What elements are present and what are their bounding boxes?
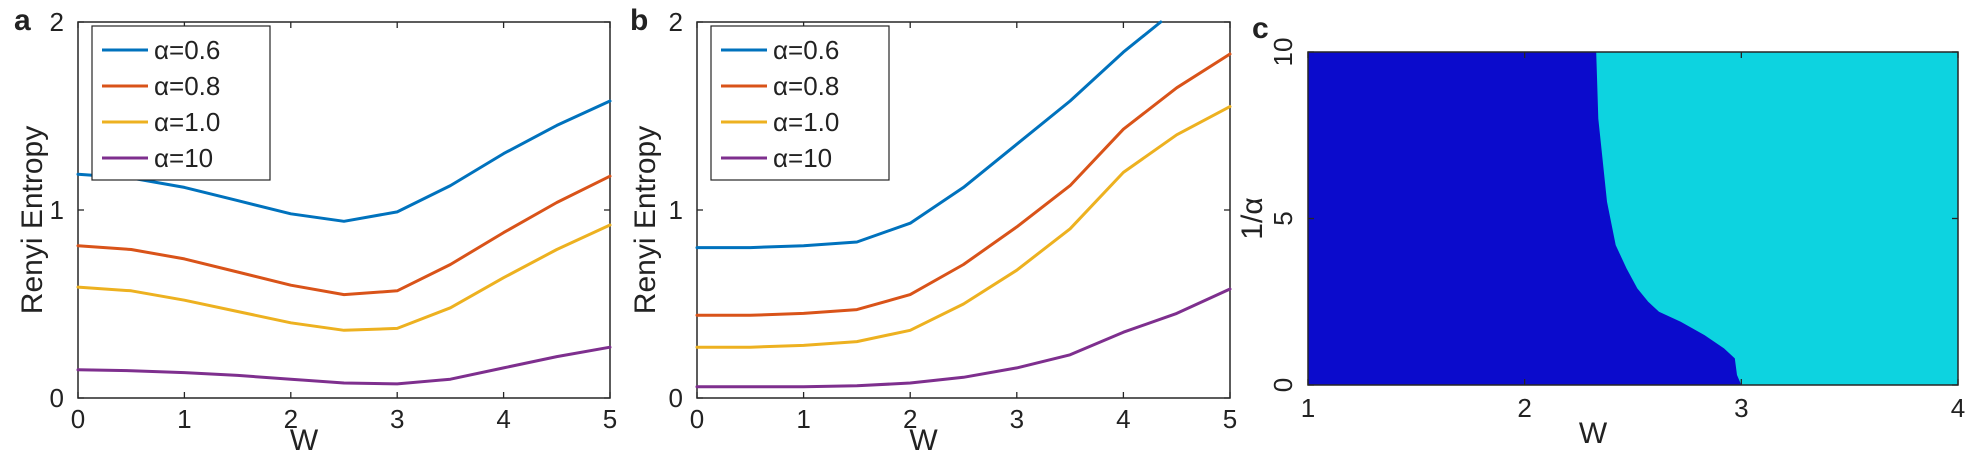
y-axis-label: Renyi Entropy	[16, 126, 49, 314]
legend-label: α=1.0	[773, 107, 839, 137]
y-tick-label: 0	[1268, 378, 1298, 392]
panel-letter: a	[14, 4, 31, 37]
y-tick-label: 5	[1268, 211, 1298, 225]
x-tick-label: 4	[1951, 393, 1965, 423]
x-tick-label: 1	[796, 404, 810, 434]
legend-label: α=0.6	[773, 35, 839, 65]
x-tick-label: 3	[390, 404, 404, 434]
y-tick-label: 0	[669, 383, 683, 413]
panel-letter: c	[1252, 12, 1269, 45]
y-axis-label: Renyi Entropy	[629, 126, 662, 314]
x-tick-label: 1	[1301, 393, 1315, 423]
x-tick-label: 0	[71, 404, 85, 434]
series-line-4	[695, 287, 1232, 389]
y-tick-label: 2	[50, 7, 64, 37]
legend-label: α=10	[154, 143, 213, 173]
panel-a-chart: 0 1 2 3 4 5 0 1 2 α=0.6 α=0.8 α=1.0 α=10 W Renyi Entro…	[14, 4, 617, 454]
y-tick-label: 10	[1268, 38, 1298, 67]
legend-label: α=1.0	[154, 107, 220, 137]
x-tick-label: 2	[284, 404, 298, 434]
x-tick-label: 3	[1010, 404, 1024, 434]
series-line-4	[76, 345, 612, 386]
x-tick-label: 1	[177, 404, 191, 434]
y-tick-label: 1	[669, 195, 683, 225]
legend-label: α=10	[773, 143, 832, 173]
y-axis-label: 1/α	[1236, 197, 1269, 239]
series-line-3	[76, 223, 612, 332]
series-line-2	[695, 52, 1232, 317]
panel-letter: b	[630, 4, 648, 37]
legend-label: α=0.6	[154, 35, 220, 65]
legend-box	[710, 25, 890, 181]
y-tick-label: 2	[669, 7, 683, 37]
legend-box	[91, 25, 271, 181]
x-tick-label: 5	[603, 404, 617, 434]
legend-label: α=0.8	[154, 71, 220, 101]
series-line-1	[695, 20, 1163, 250]
x-tick-label: 3	[1734, 393, 1748, 423]
panel-c-chart: 1 2 3 4 0 5 10 W 1/α c	[1236, 12, 1965, 450]
x-tick-label: 4	[496, 404, 510, 434]
x-axis-label: W	[909, 424, 938, 454]
x-axis-label: W	[290, 424, 319, 454]
series-line-3	[695, 105, 1232, 349]
x-tick-label: 2	[1517, 393, 1531, 423]
x-tick-label: 4	[1116, 404, 1130, 434]
y-tick-label: 0	[50, 383, 64, 413]
x-tick-label: 0	[690, 404, 704, 434]
x-tick-label: 5	[1223, 404, 1237, 434]
region-left	[1308, 52, 1742, 385]
x-tick-label: 2	[903, 404, 917, 434]
legend-label: α=0.8	[773, 71, 839, 101]
y-tick-label: 1	[50, 195, 64, 225]
series-line-2	[76, 174, 612, 297]
series-line-1	[76, 99, 612, 223]
panel-b-chart: 0 1 2 3 4 5 0 1 2 α=0.6 α=0.8 α=1.0 α=10 W Renyi Entro…	[629, 4, 1237, 454]
x-axis-label: W	[1579, 417, 1608, 450]
